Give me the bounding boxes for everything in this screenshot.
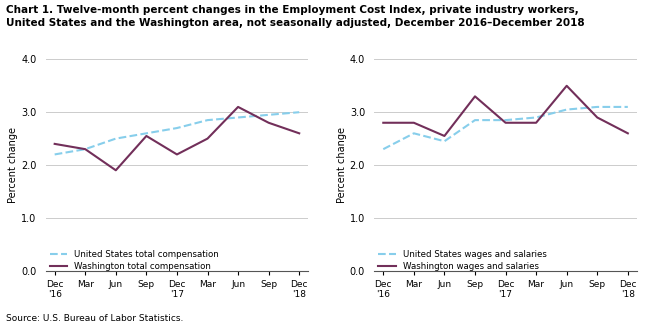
Washington wages and salaries [593, 115, 601, 119]
United States total compensation [51, 152, 58, 156]
Washington wages and salaries [624, 131, 632, 135]
Legend: United States total compensation, Washington total compensation: United States total compensation, Washin… [50, 250, 218, 271]
Washington total compensation [81, 147, 89, 151]
Washington wages and salaries [532, 121, 540, 125]
United States total compensation [112, 137, 120, 141]
Y-axis label: Percent change: Percent change [8, 127, 18, 203]
United States total compensation [203, 118, 211, 122]
Text: United States and the Washington area, not seasonally adjusted, December 2016–De: United States and the Washington area, n… [6, 18, 585, 28]
Line: United States wages and salaries: United States wages and salaries [384, 107, 628, 149]
Text: Chart 1. Twelve-month percent changes in the Employment Cost Index, private indu: Chart 1. Twelve-month percent changes in… [6, 5, 579, 15]
Washington total compensation [295, 131, 303, 135]
Washington wages and salaries [502, 121, 510, 125]
Legend: United States wages and salaries, Washington wages and salaries: United States wages and salaries, Washin… [378, 250, 547, 271]
United States wages and salaries [502, 118, 510, 122]
Y-axis label: Percent change: Percent change [337, 127, 347, 203]
United States total compensation [234, 115, 242, 119]
United States wages and salaries [624, 105, 632, 109]
Washington wages and salaries [471, 94, 479, 98]
Washington total compensation [173, 152, 181, 156]
United States wages and salaries [563, 108, 571, 112]
Washington total compensation [142, 134, 150, 138]
Washington wages and salaries [380, 121, 387, 125]
Washington wages and salaries [410, 121, 418, 125]
Line: Washington total compensation: Washington total compensation [55, 107, 299, 170]
United States wages and salaries [441, 139, 448, 143]
United States wages and salaries [410, 131, 418, 135]
United States total compensation [142, 131, 150, 135]
Washington wages and salaries [441, 134, 448, 138]
Washington total compensation [234, 105, 242, 109]
Line: Washington wages and salaries: Washington wages and salaries [384, 86, 628, 136]
United States wages and salaries [532, 115, 540, 119]
Washington total compensation [51, 142, 58, 146]
United States wages and salaries [471, 118, 479, 122]
United States total compensation [295, 110, 303, 114]
Washington total compensation [112, 168, 120, 172]
United States wages and salaries [593, 105, 601, 109]
United States total compensation [173, 126, 181, 130]
United States wages and salaries [380, 147, 387, 151]
Washington total compensation [203, 137, 211, 141]
Line: United States total compensation: United States total compensation [55, 112, 299, 154]
United States total compensation [265, 113, 272, 117]
United States total compensation [81, 147, 89, 151]
Text: Source: U.S. Bureau of Labor Statistics.: Source: U.S. Bureau of Labor Statistics. [6, 314, 184, 323]
Washington total compensation [265, 121, 272, 125]
Washington wages and salaries [563, 84, 571, 88]
